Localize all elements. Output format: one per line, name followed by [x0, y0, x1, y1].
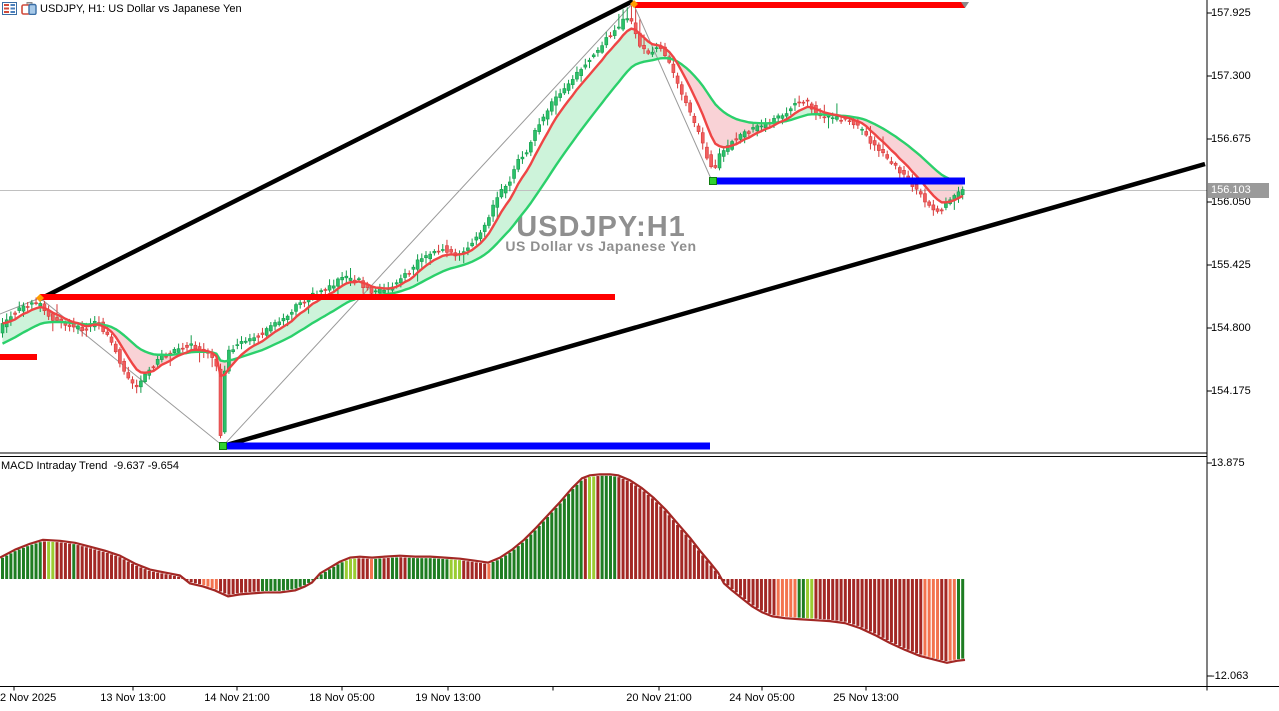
zigzag-low-marker — [709, 177, 717, 185]
current-price-badge: 156.103 — [1208, 183, 1269, 198]
zigzag-high-marker — [36, 294, 44, 302]
macd-indicator-label: MACD Intraday Trend -9.637 -9.654 — [1, 460, 179, 472]
ma-slow-line — [1, 56, 963, 363]
macd-axis-label: -12.063 — [1211, 670, 1249, 682]
time-axis-label: 18 Nov 05:00 — [309, 692, 375, 704]
price-axis-label: 155.425 — [1211, 259, 1251, 271]
time-label-first: 2 Nov 2025 — [0, 692, 57, 704]
price-axis-label: 154.800 — [1211, 322, 1251, 334]
time-axis-label: 25 Nov 13:00 — [833, 692, 899, 704]
price-axis-label: 156.675 — [1211, 133, 1251, 145]
watermark-description: US Dollar vs Japanese Yen — [505, 238, 696, 254]
macd-signal-line — [0, 473, 966, 664]
macd-value-1: -9.637 — [113, 460, 145, 472]
macd-value-2: -9.654 — [147, 460, 179, 472]
macd-axis-label: 13.875 — [1211, 457, 1245, 469]
time-axis-label: 14 Nov 21:00 — [204, 692, 270, 704]
zigzag-low-marker — [219, 442, 227, 450]
ma-band-fill — [841, 115, 963, 203]
price-axis-label: 154.175 — [1211, 385, 1251, 397]
time-axis-label: 13 Nov 13:00 — [100, 692, 166, 704]
macd-name: MACD Intraday Trend — [1, 460, 108, 472]
price-axis-label: 157.300 — [1211, 70, 1251, 82]
trendline — [222, 161, 1206, 449]
price-axis-label: 157.925 — [1211, 7, 1251, 19]
resistance-level — [635, 2, 965, 8]
price-axis-label-partial: 156.050 — [1211, 196, 1251, 208]
chart-list-icon — [2, 2, 17, 20]
trendline — [38, 0, 635, 302]
chart-shift-marker — [961, 2, 969, 8]
chart-windows-icon — [21, 2, 37, 20]
watermark-symbol: USDJPY:H1 — [516, 211, 686, 243]
ma-band-fill — [241, 28, 674, 357]
zigzag-high-marker — [630, 0, 638, 8]
time-axis-label: 19 Nov 13:00 — [415, 692, 481, 704]
ma-fast-line — [2, 27, 964, 378]
time-axis-label: 24 Nov 05:00 — [729, 692, 795, 704]
chart-title: USDJPY, H1: US Dollar vs Japanese Yen — [40, 3, 242, 15]
resistance-level — [40, 294, 615, 300]
support-level — [223, 442, 710, 450]
time-axis-label: 20 Nov 21:00 — [626, 692, 692, 704]
support-level — [712, 177, 965, 185]
resistance-level — [0, 354, 37, 360]
